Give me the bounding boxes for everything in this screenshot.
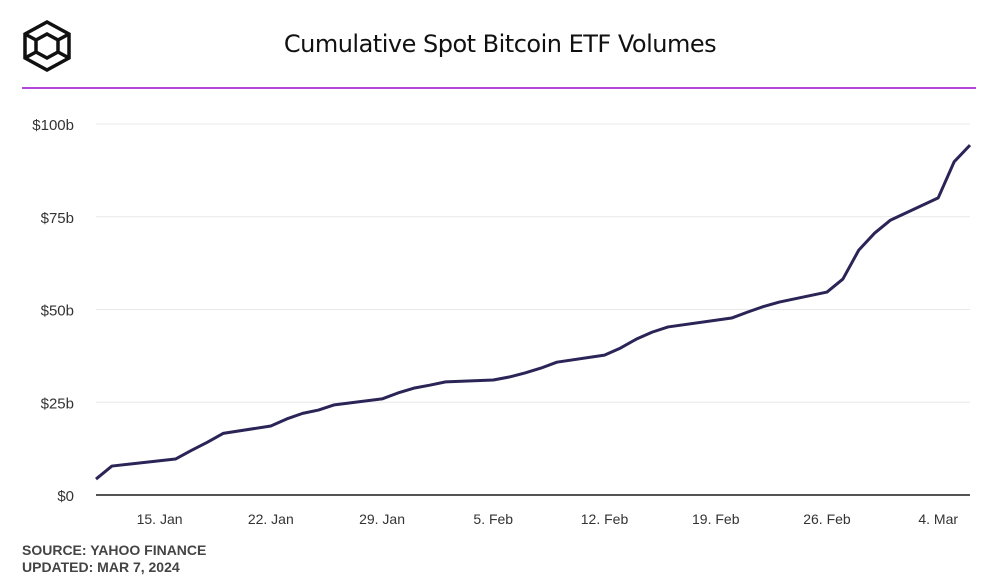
- x-tick-label: 19. Feb: [692, 511, 740, 527]
- cube-logo-icon: [23, 20, 71, 72]
- x-tick-label: 12. Feb: [581, 511, 629, 527]
- x-tick-label: 4. Mar: [918, 511, 958, 527]
- y-tick-label: $100b: [32, 117, 74, 134]
- source-note: SOURCE: YAHOO FINANCE: [22, 542, 207, 558]
- x-tick-label: 5. Feb: [473, 511, 513, 527]
- updated-note: UPDATED: MAR 7, 2024: [22, 559, 180, 575]
- y-tick-label: $0: [57, 488, 74, 505]
- y-tick-label: $50b: [41, 303, 74, 320]
- x-tick-label: 26. Feb: [803, 511, 851, 527]
- chart-title: Cumulative Spot Bitcoin ETF Volumes: [283, 30, 717, 58]
- header-divider: [22, 87, 976, 89]
- x-tick-label: 22. Jan: [248, 511, 294, 527]
- y-tick-label: $75b: [41, 210, 74, 227]
- x-tick-label: 15. Jan: [137, 511, 183, 527]
- series-line: [95, 144, 972, 481]
- y-tick-label: $25b: [41, 395, 74, 412]
- x-tick-label: 29. Jan: [359, 511, 405, 527]
